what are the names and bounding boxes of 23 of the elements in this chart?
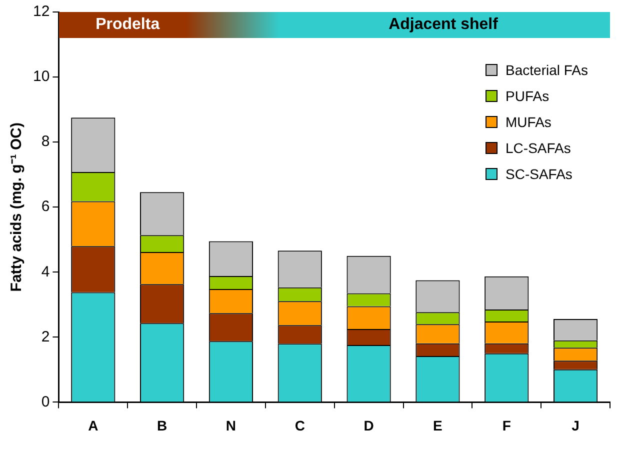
legend-label: PUFAs bbox=[506, 88, 550, 104]
y-tick-label: 12 bbox=[32, 3, 50, 20]
x-tick-label: B bbox=[156, 417, 168, 434]
x-tick-label: D bbox=[364, 417, 374, 434]
y-tick-label: 8 bbox=[41, 133, 50, 150]
legend-label: Bacterial FAs bbox=[506, 62, 588, 78]
x-tick-label: E bbox=[433, 417, 442, 434]
legend-label: SC-SAFAs bbox=[506, 166, 572, 182]
x-tick-label: A bbox=[88, 417, 98, 434]
y-tick-label: 2 bbox=[41, 328, 50, 346]
x-tick-label: J bbox=[572, 417, 580, 434]
legend-label: MUFAs bbox=[506, 114, 552, 130]
y-axis-title: Fatty acids (mg. g⁻¹ OC) bbox=[8, 122, 26, 292]
annotation: Prodelta bbox=[94, 16, 161, 34]
x-tick-label: C bbox=[294, 417, 305, 434]
y-tick-label: 6 bbox=[41, 198, 50, 216]
y-tick-label: 10 bbox=[32, 68, 50, 86]
annotation: Adjacent shelf bbox=[388, 16, 499, 34]
legend-label: LC-SAFAs bbox=[506, 140, 571, 156]
x-tick-label: F bbox=[502, 417, 512, 434]
y-tick-label: 4 bbox=[41, 263, 50, 280]
y-tick-label: 0 bbox=[41, 393, 50, 410]
x-tick-label: N bbox=[226, 417, 236, 434]
